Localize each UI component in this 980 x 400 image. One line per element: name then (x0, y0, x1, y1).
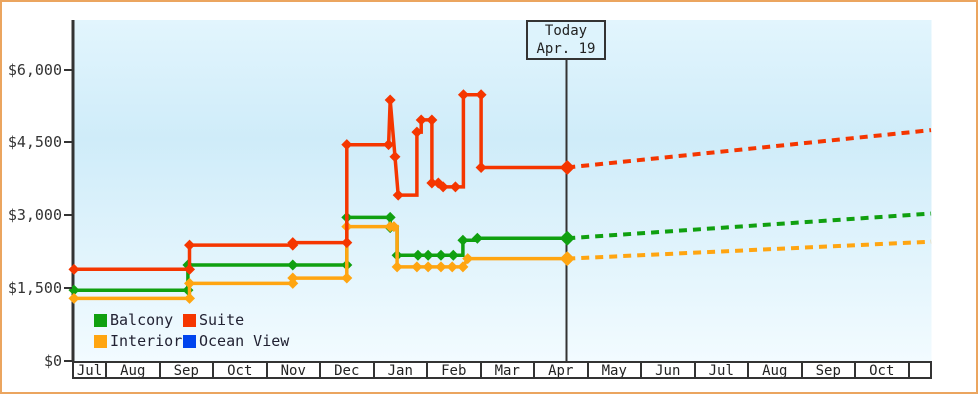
legend-item-balcony: Balcony (94, 311, 183, 329)
data-point-marker-suite (384, 94, 396, 106)
plot-background (74, 20, 932, 361)
legend-swatch-suite (183, 313, 196, 327)
today-price-marker-suite (559, 159, 575, 175)
month-label: Dec (319, 363, 373, 377)
data-point-marker-interior (462, 253, 474, 265)
legend-swatch-balcony (94, 313, 107, 327)
data-point-marker-interior (457, 261, 469, 273)
data-point-marker-suite (383, 139, 395, 151)
legend-label: Ocean View (199, 332, 290, 350)
month-label: Oct (854, 363, 908, 377)
data-point-marker-interior (391, 261, 403, 273)
y-tick-label: $0 (43, 351, 62, 370)
data-point-marker-suite (475, 161, 487, 173)
legend-label: Suite (199, 311, 245, 329)
legend-swatch-ocean-view (183, 334, 196, 348)
y-axis-tick (64, 286, 72, 289)
data-point-marker-suite (437, 181, 449, 193)
data-point-marker-suite (341, 237, 353, 249)
legend-label: Balcony (110, 311, 174, 329)
y-tick-label: $1,500 (7, 278, 62, 297)
data-point-marker-suite (426, 114, 438, 126)
data-point-marker-balcony (435, 249, 447, 261)
y-tick-label: $4,500 (7, 133, 62, 152)
data-point-marker-interior (184, 292, 196, 304)
data-point-marker-suite (426, 177, 438, 189)
month-label: Apr (533, 363, 587, 377)
today-date: Apr. 19 (536, 41, 596, 57)
data-point-marker-suite (415, 114, 427, 126)
data-point-marker-suite (411, 126, 423, 138)
data-point-marker-balcony (287, 259, 299, 271)
legend-item-suite: Suite (183, 311, 289, 329)
data-point-marker-balcony (412, 249, 424, 261)
data-point-marker-suite (184, 263, 196, 275)
y-axis-line (71, 20, 75, 361)
month-label: Jun (640, 363, 694, 377)
data-point-marker-interior (422, 261, 434, 273)
x-axis-month-row: Jul Aug Sep Oct Nov Dec Jan Feb Mar Apr May Jun Jul A… (72, 361, 932, 379)
legend-label: Interior (110, 332, 183, 350)
month-label: Feb (426, 363, 480, 377)
month-label: Aug (105, 363, 159, 377)
today-annotation-box: Today Apr. 19 (526, 20, 606, 60)
legend-swatch-interior (94, 334, 107, 348)
data-point-marker-suite (392, 189, 404, 201)
today-price-marker-balcony (559, 230, 575, 246)
data-point-marker-balcony (447, 249, 459, 261)
y-axis-tick (64, 214, 72, 216)
month-label: Nov (265, 363, 320, 377)
data-point-marker-balcony (422, 249, 434, 261)
data-point-marker-interior (184, 277, 196, 289)
legend-item-ocean-view: Ocean View (183, 332, 289, 350)
month-cell-partial (907, 363, 932, 377)
data-point-marker-interior (446, 261, 458, 273)
y-axis-tick (64, 141, 72, 144)
y-tick-label: $3,000 (7, 206, 62, 224)
month-label: Jul (72, 363, 105, 377)
data-point-marker-interior (411, 261, 423, 273)
series-projection-balcony (567, 211, 932, 241)
data-point-marker-suite (457, 89, 469, 101)
month-label: Mar (479, 363, 534, 377)
data-point-marker-interior (341, 272, 353, 284)
today-label: Today (544, 23, 588, 39)
data-point-marker-suite (475, 89, 487, 101)
data-point-marker-balcony (384, 211, 396, 223)
y-tick-label: $6,000 (7, 60, 62, 79)
data-point-marker-interior (68, 292, 80, 304)
data-point-marker-suite (341, 139, 353, 151)
series-projection-suite (567, 128, 932, 170)
data-point-marker-suite (389, 151, 401, 163)
month-label: Jan (372, 363, 427, 377)
data-point-marker-balcony (471, 232, 483, 244)
data-point-marker-suite (287, 237, 299, 249)
series-projection-interior (567, 239, 932, 261)
data-point-marker-interior (388, 221, 400, 233)
data-point-marker-balcony (457, 234, 469, 246)
month-label: May (586, 363, 641, 377)
y-axis-tick (64, 68, 72, 71)
month-label: Sep (158, 363, 213, 377)
month-label: Aug (747, 363, 801, 377)
data-point-marker-suite (68, 263, 80, 275)
month-label: Jul (693, 363, 748, 377)
data-point-marker-interior (287, 272, 299, 284)
today-price-marker-interior (559, 251, 575, 267)
legend: Balcony Suite Interior Ocean View (94, 311, 289, 350)
data-point-marker-suite (184, 239, 196, 251)
y-axis-tick (64, 359, 72, 362)
month-label: Oct (212, 363, 266, 377)
legend-item-interior: Interior (94, 332, 183, 350)
data-point-marker-interior (435, 261, 447, 273)
month-label: Sep (800, 363, 855, 377)
data-point-marker-suite (449, 181, 461, 193)
